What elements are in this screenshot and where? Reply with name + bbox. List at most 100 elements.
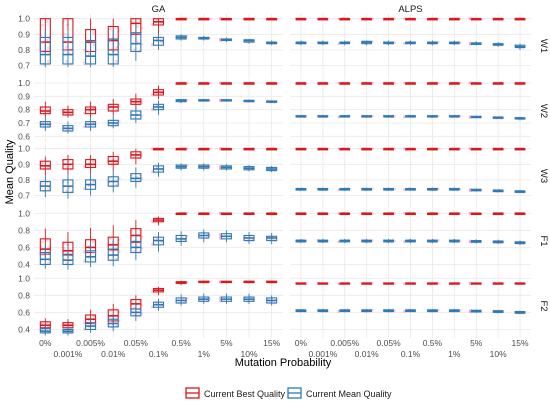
x-tick-label: 0.01% [355, 349, 380, 359]
jitter-point [40, 240, 44, 244]
y-tick-label: 1.0 [18, 273, 30, 283]
x-axis-ticks: 0%0.001%0.005%0.01%0.05%0.1%0.5%1%5%10%1… [39, 338, 529, 359]
jitter-point [45, 38, 49, 42]
jitter-point [92, 43, 95, 47]
y-tick-label: 0.4 [18, 259, 30, 269]
y-tick-label: 0.8 [18, 175, 30, 185]
y-tick-label: 0.8 [18, 45, 30, 55]
x-tick-label: 0.05% [124, 338, 149, 348]
y-tick-label: 0.6 [18, 242, 30, 252]
x-tick-label: 5% [220, 338, 233, 348]
box-mean [62, 253, 74, 266]
row-strip-label: F2 [538, 300, 549, 311]
y-tick-label: 0.9 [18, 159, 30, 169]
jitter-point [45, 239, 49, 242]
box-mean [130, 32, 142, 53]
jitter-point [87, 50, 91, 54]
jitter-point [40, 181, 44, 185]
jitter-point [45, 20, 49, 24]
jitter-point [92, 32, 95, 36]
legend: Current Best Quality Current Mean Qualit… [185, 387, 392, 399]
jitter-point [40, 161, 44, 165]
box-mean [85, 39, 97, 65]
x-tick-label: 0.1% [149, 349, 169, 359]
y-tick-label: 1.0 [18, 14, 30, 24]
jitter-point [92, 30, 95, 34]
x-tick-label: 0.005% [330, 338, 359, 348]
jitter-point [92, 251, 95, 255]
jitter-point [160, 40, 163, 44]
x-tick-label: 0.005% [76, 338, 105, 348]
jitter-point [40, 253, 44, 257]
jitter-point [40, 23, 44, 27]
jitter-point [92, 322, 95, 326]
x-tick-label: 10% [241, 349, 258, 359]
jitter-point [155, 237, 159, 241]
x-tick-label: 0.5% [171, 338, 191, 348]
x-tick-label: 0.001% [54, 349, 83, 359]
x-tick-label: 0.5% [423, 338, 443, 348]
x-tick-label: 0.01% [101, 349, 126, 359]
x-axis-title: Mutation Probability [235, 357, 332, 369]
jitter-point [65, 45, 68, 49]
row-strip-label: W2 [538, 104, 549, 118]
y-tick-label: 0.8 [18, 105, 30, 115]
jitter-point [108, 40, 112, 43]
row-strip-label: F1 [538, 235, 549, 246]
y-tick-label: 0.9 [18, 29, 30, 39]
jitter-point [63, 49, 67, 53]
y-tick-label: 0.9 [18, 91, 30, 101]
x-tick-label: 15% [512, 338, 529, 348]
y-tick-label: 0.8 [18, 290, 30, 300]
y-tick-label: 0.6 [18, 131, 30, 141]
x-tick-label: 0.1% [401, 349, 421, 359]
legend-label-best: Current Best Quality [204, 389, 286, 399]
y-tick-label: 0.7 [18, 61, 30, 71]
jitter-point [132, 48, 136, 51]
legend-label-mean: Current Mean Quality [306, 389, 392, 399]
x-tick-label: 15% [263, 338, 280, 348]
x-tick-label: 10% [490, 349, 507, 359]
jitter-point [87, 53, 91, 56]
y-tick-label: 0.7 [18, 191, 30, 201]
box-mean [39, 36, 51, 65]
strips-layer: GA ALPS W1 W2 W3 F1 F2 [152, 4, 549, 312]
jitter-point [92, 159, 95, 163]
jitter-point [135, 40, 139, 44]
jitter-point [46, 59, 50, 63]
jitter-point [63, 247, 67, 251]
y-tick-label: 0.7 [18, 118, 30, 128]
jitter-point [155, 37, 159, 41]
jitter-point [46, 46, 50, 50]
x-tick-label: 0.001% [308, 349, 337, 359]
jitter-point [92, 240, 95, 244]
jitter-point [114, 60, 118, 63]
jitter-point [135, 25, 139, 28]
jitter-point [92, 41, 95, 45]
box-mean [107, 38, 119, 65]
x-tick-label: 0.05% [377, 338, 402, 348]
y-tick-label: 1.0 [18, 208, 30, 218]
jitter-point [92, 315, 95, 319]
jitter-point [40, 106, 44, 110]
jitter-point [92, 239, 95, 243]
jitter-point [108, 237, 112, 240]
x-tick-label: 0% [295, 338, 308, 348]
jitter-point [108, 27, 112, 31]
y-axis-title: Mean Quality [4, 139, 16, 204]
box-mean [62, 36, 74, 65]
column-strip-label: GA [152, 4, 166, 15]
y-tick-label: 1.0 [18, 78, 30, 88]
y-tick-label: 0.4 [18, 324, 30, 334]
row-strip-label: W1 [538, 39, 549, 53]
jitter-point [63, 32, 67, 36]
panels-layer: 0.7 0.8 0.9 1.0 0.6 0.7 0.8 0.9 1.0 0.7 0.8 0.9 1.0 0… [18, 14, 531, 338]
jitter-point [65, 59, 68, 63]
y-tick-label: 0.8 [18, 225, 30, 235]
row-strip-label: W3 [538, 169, 549, 183]
y-tick-label: 1.0 [18, 144, 30, 154]
x-tick-label: 1% [198, 349, 211, 359]
y-tick-label: 0.6 [18, 307, 30, 317]
x-tick-label: 0% [39, 338, 52, 348]
